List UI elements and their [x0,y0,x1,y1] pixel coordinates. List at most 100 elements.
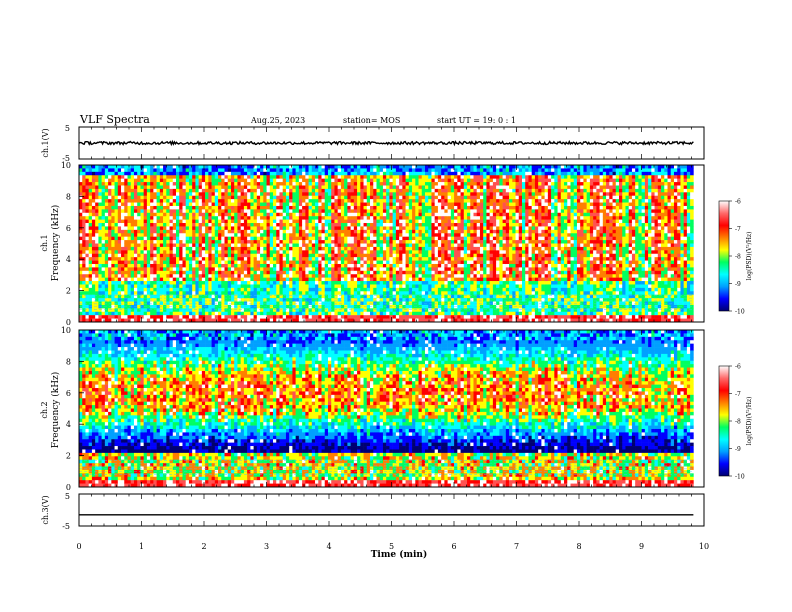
spectrogram-cell [92,257,96,261]
spectrogram-cell [286,254,290,258]
spectrogram-cell [341,274,345,278]
spectrogram-cell [373,288,377,292]
spectrogram-cell [267,291,271,295]
spectrogram-cell [328,302,332,306]
spectrogram-cell [354,196,358,200]
spectrogram-cell [221,230,225,234]
spectrogram-cell [367,261,371,265]
spectrogram-cell [134,206,138,210]
spectrogram-cell [231,175,235,179]
spectrogram-cell [228,223,232,227]
spectrogram-cell [412,165,416,169]
spectrogram-cell [415,315,419,319]
spectrogram-cell [147,237,151,241]
spectrogram-cell [199,182,203,186]
spectrogram-cell [318,315,322,319]
spectrogram-cell [144,288,148,292]
spectrogram-cell [202,308,206,312]
spectrogram-cell [415,264,419,268]
spectrogram-cell [296,233,300,237]
spectrogram-cell [231,278,235,282]
spectrogram-cell [389,284,393,288]
spectrogram-cell [111,308,115,312]
spectrogram-cell [312,240,316,244]
spectrogram-cell [98,308,102,312]
spectrogram-cell [354,226,358,230]
spectrogram-cell [124,261,128,265]
spectrogram-cell [357,209,361,213]
spectrogram-cell [338,257,342,261]
spectrogram-cell [179,237,183,241]
spectrogram-cell [322,203,326,207]
spectrogram-cell [347,298,351,302]
spectrogram-cell [409,206,413,210]
spectrogram-cell [315,298,319,302]
spectrogram-cell [315,284,319,288]
spectrogram-cell [228,168,232,172]
spectrogram-cell [415,179,419,183]
spectrogram-cell [383,168,387,172]
spectrogram-cell [376,240,380,244]
spectrogram-cell [415,209,419,213]
spectrogram-cell [273,244,277,248]
spectrogram-cell [215,308,219,312]
spectrogram-cell [373,315,377,319]
spectrogram-cell [218,230,222,234]
spectrogram-cell [182,213,186,217]
spectrogram-cell [163,240,167,244]
spectrogram-cell [208,284,212,288]
spectrogram-cell [406,312,410,316]
spectrogram-cell [396,223,400,227]
spectrogram-cell [419,209,423,213]
spectrogram-cell [111,165,115,169]
spectrogram-cell [276,261,280,265]
spectrogram-cell [347,240,351,244]
spectrogram-cell [241,233,245,237]
spectrogram-cell [231,226,235,230]
spectrogram-cell [354,237,358,241]
spectrogram-cell [409,281,413,285]
spectrogram-cell [328,237,332,241]
spectrogram-cell [221,284,225,288]
spectrogram-cell [396,240,400,244]
spectrogram-cell [244,185,248,189]
spectrogram-cell [147,223,151,227]
spectrogram-cell [128,254,132,258]
spectrogram-cell [218,233,222,237]
spectrogram-cell [102,291,106,295]
spectrogram-cell [212,312,216,316]
spectrogram-cell [244,165,248,169]
spectrogram-cell [364,192,368,196]
spectrogram-cell [344,206,348,210]
spectrogram-cell [334,271,338,275]
spectrogram-cell [85,203,89,207]
spectrogram-cell [192,185,196,189]
spectrogram-cell [270,213,274,217]
spectrogram-cell [131,244,135,248]
spectrogram-cell [160,312,164,316]
spectrogram-cell [228,244,232,248]
spectrogram-cell [199,230,203,234]
spectrogram-cell [89,278,93,282]
spectrogram-cell [276,199,280,203]
spectrogram-cell [140,247,144,251]
spectrogram-cell [315,206,319,210]
spectrogram-cell [189,254,193,258]
spectrogram-cell [367,264,371,268]
spectrogram-cell [134,223,138,227]
spectrogram-cell [102,175,106,179]
spectrogram-cell [98,206,102,210]
spectrogram-cell [322,264,326,268]
spectrogram-cell [192,298,196,302]
spectrogram-cell [412,298,416,302]
spectrogram-cell [263,308,267,312]
spectrogram-cell [302,168,306,172]
spectrogram-cell [182,182,186,186]
spectrogram-cell [260,284,264,288]
spectrogram-cell [399,172,403,176]
spectrogram-cell [163,312,167,316]
spectrogram-cell [376,302,380,306]
spectrogram-cell [338,172,342,176]
spectrogram-cell [179,247,183,251]
spectrogram-cell [144,278,148,282]
